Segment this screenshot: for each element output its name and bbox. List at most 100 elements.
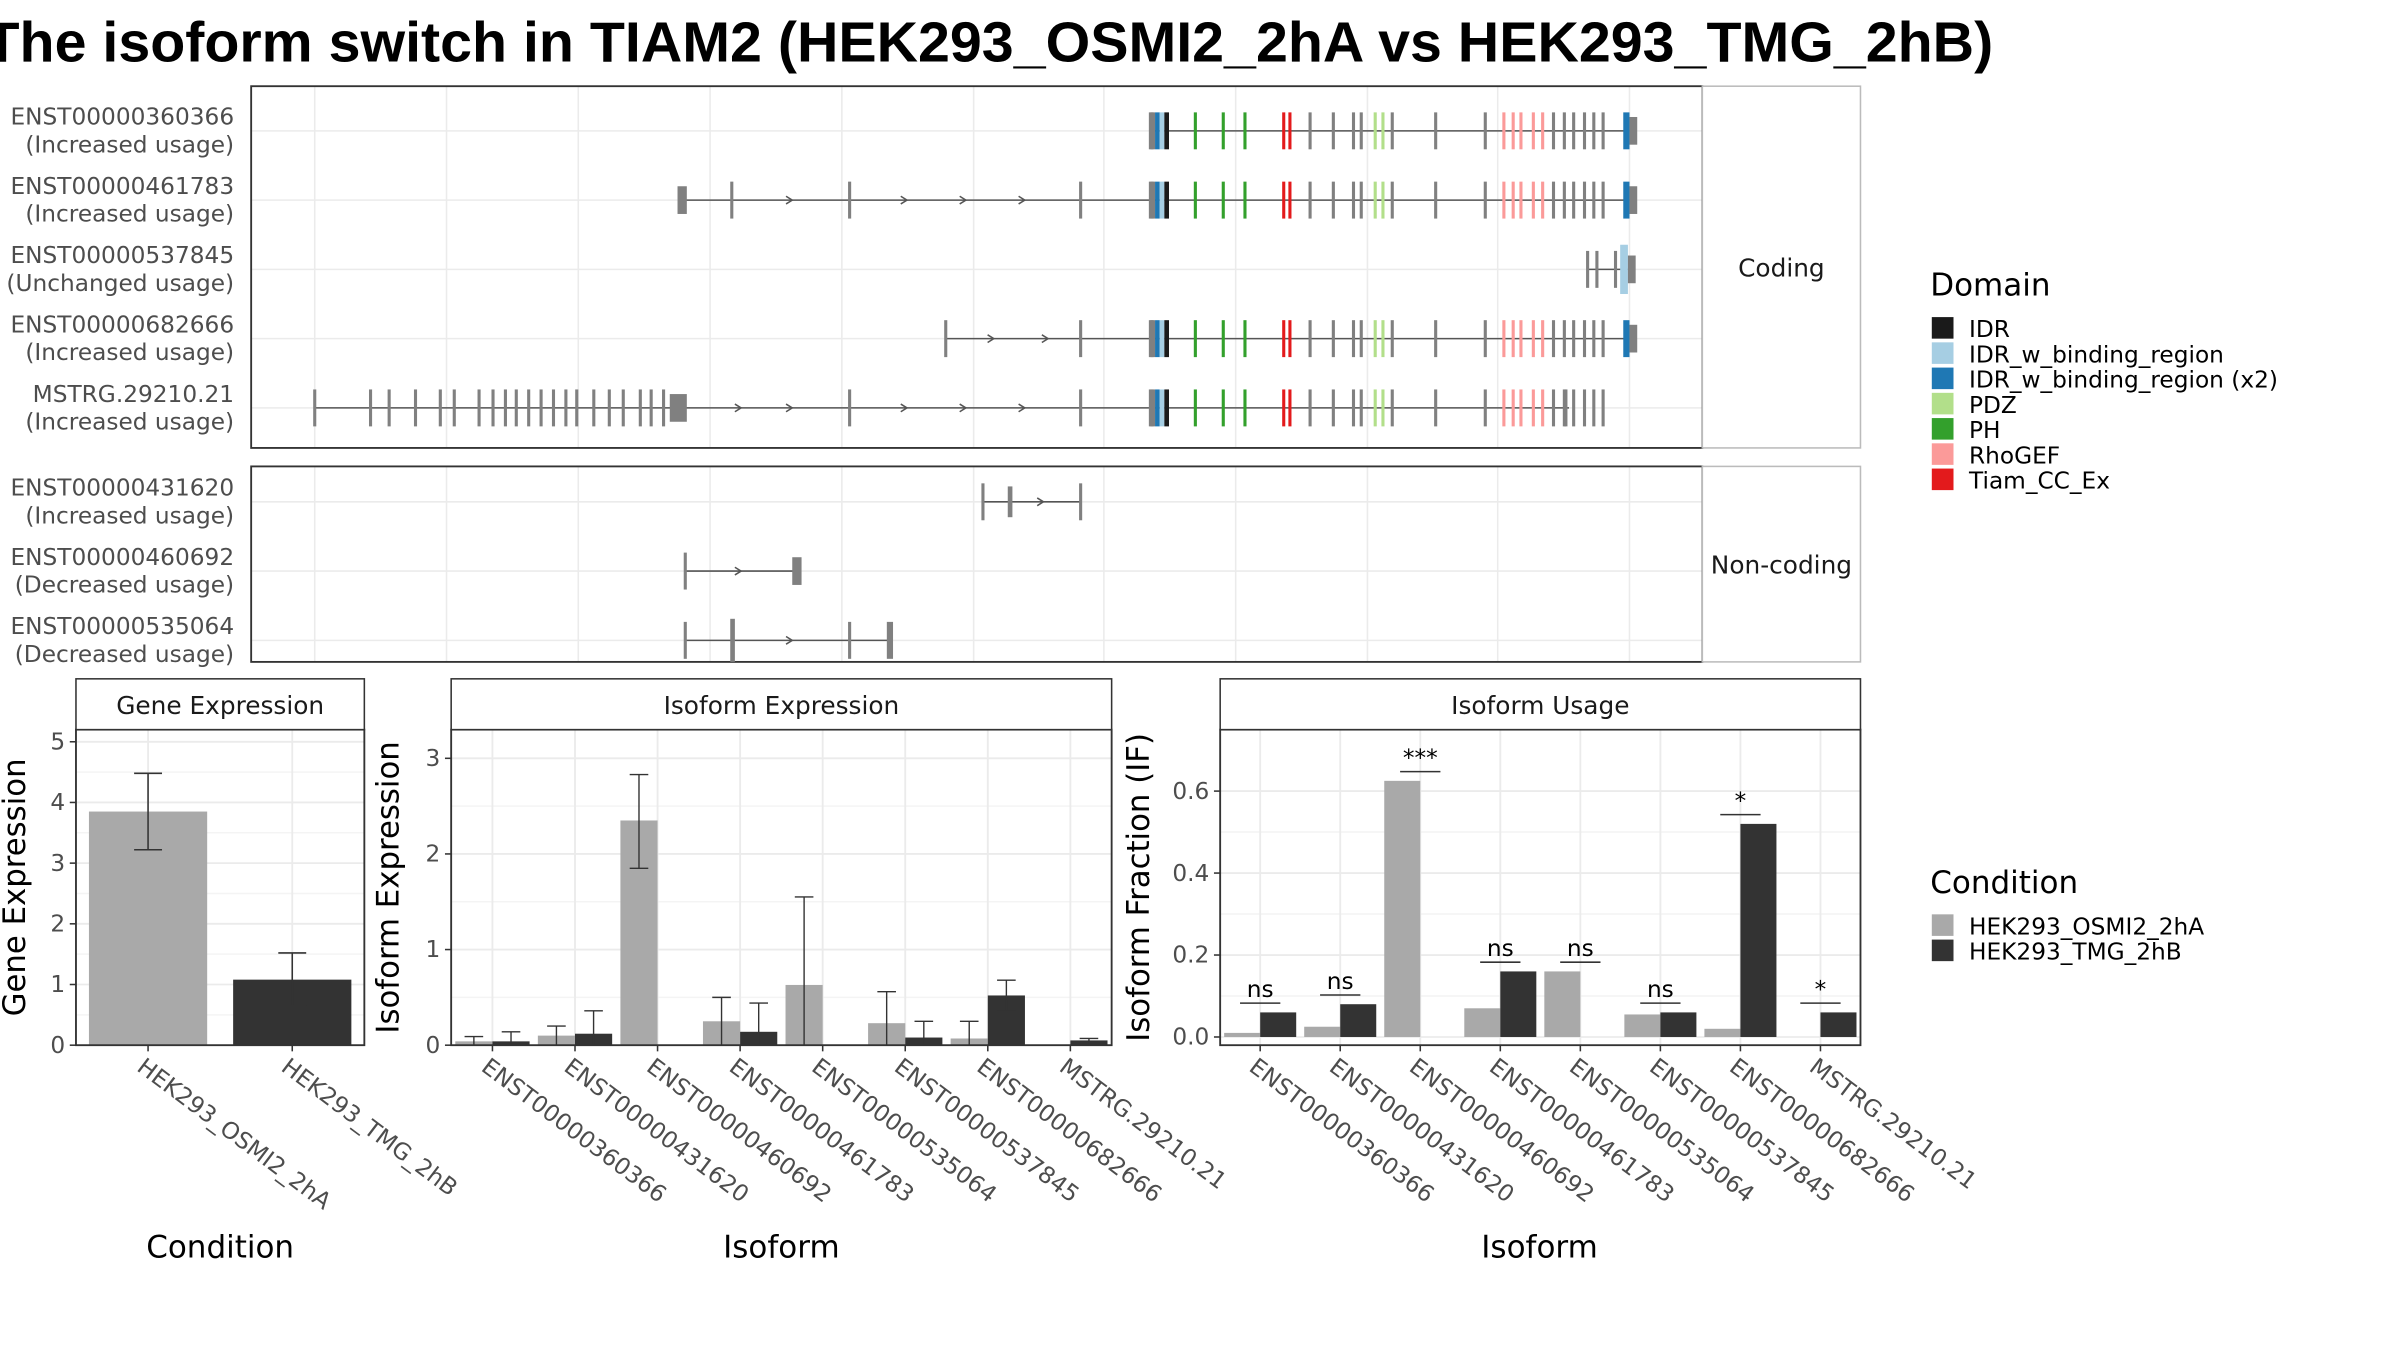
exon <box>1243 320 1247 358</box>
panel-background <box>251 466 1703 662</box>
exon <box>1502 112 1506 150</box>
exon <box>1390 389 1394 427</box>
bar <box>1820 1012 1857 1037</box>
exon <box>848 389 852 427</box>
significance-label: ns <box>1327 968 1354 995</box>
exon <box>413 389 418 427</box>
exon <box>1079 181 1083 219</box>
strand-arrow <box>959 403 968 413</box>
exon <box>1511 320 1515 358</box>
panel-title: Isoform Usage <box>1451 691 1629 720</box>
exon <box>1390 181 1394 219</box>
exon <box>1282 320 1286 358</box>
bar <box>1384 780 1421 1037</box>
exon <box>1221 320 1225 358</box>
exon <box>1434 320 1438 358</box>
expression-panels: 012345HEK293_OSMI2_2hAHEK293_TMG_2hBGene… <box>0 678 1982 1266</box>
exon <box>1483 112 1487 150</box>
exon <box>1193 389 1197 427</box>
strand-arrow <box>734 403 743 413</box>
domain-block <box>1164 389 1170 427</box>
y-tick-label: 1 <box>426 936 441 963</box>
panel-title: Isoform Expression <box>664 691 900 720</box>
structure-panel-1: ENST00000431620(Increased usage) ENST0000… <box>10 465 1862 668</box>
exon <box>1551 112 1556 150</box>
exon <box>1551 320 1556 358</box>
exon <box>981 483 985 521</box>
exon <box>1551 181 1556 219</box>
exon <box>1627 255 1636 284</box>
bar <box>1464 1008 1501 1037</box>
exon <box>669 394 687 422</box>
exon <box>1079 483 1083 521</box>
facet-strip <box>1701 465 1862 663</box>
y-tick-label: 0 <box>426 1032 441 1059</box>
exon <box>1502 389 1506 427</box>
significance-label: ns <box>1647 976 1674 1003</box>
strand-arrow <box>785 635 794 645</box>
exon <box>1582 320 1587 358</box>
exon <box>539 389 543 427</box>
exon <box>1582 181 1587 219</box>
exon <box>1381 181 1385 219</box>
exon <box>1629 324 1638 353</box>
bar <box>1260 1012 1297 1037</box>
exon <box>1193 320 1197 358</box>
y-tick-label: 0 <box>50 1032 65 1059</box>
exon <box>1623 320 1630 358</box>
exon <box>1373 181 1377 219</box>
domain-block <box>1164 112 1170 150</box>
exon <box>1390 320 1394 358</box>
significance-label: * <box>1815 976 1827 1003</box>
strand-arrow <box>1018 195 1027 205</box>
exon <box>1601 320 1605 358</box>
domain-legend-label: PDZ <box>1969 392 2017 419</box>
domain-legend-label: Tiam_CC_Ex <box>1968 468 2110 495</box>
domain-block <box>1620 244 1628 295</box>
exon <box>1148 320 1156 358</box>
y-tick-label: 3 <box>50 850 65 877</box>
transcript-id-label: ENST00000682666 <box>10 312 234 339</box>
exon <box>607 389 611 427</box>
transcript-usage-label: (Increased usage) <box>25 502 234 529</box>
domain-block <box>1159 112 1165 150</box>
domain-block <box>1155 181 1160 219</box>
exon <box>438 389 442 427</box>
domain-legend-key <box>1931 342 1954 364</box>
transcript-usage-label: (Increased usage) <box>25 201 234 228</box>
exon <box>1502 181 1506 219</box>
exon <box>503 389 507 427</box>
y-tick-label: 0.0 <box>1172 1024 1209 1051</box>
exon <box>1221 181 1225 219</box>
transcript-usage-label: (Unchanged usage) <box>6 270 234 297</box>
y-tick-label: 2 <box>426 841 441 868</box>
exon <box>1308 181 1312 219</box>
exon <box>1351 112 1356 150</box>
exon <box>1331 181 1335 219</box>
exon <box>1282 181 1286 219</box>
exon <box>527 389 531 427</box>
exon <box>649 389 653 427</box>
exon <box>1359 112 1363 150</box>
exon <box>1592 181 1596 219</box>
y-tick-label: 2 <box>50 911 65 938</box>
significance-label: ns <box>1487 935 1514 962</box>
exon <box>1282 389 1286 427</box>
exon <box>1511 112 1515 150</box>
exon <box>1601 112 1605 150</box>
y-tick-label: 5 <box>50 729 65 756</box>
exon <box>514 389 518 427</box>
exon <box>683 552 687 590</box>
exon <box>1531 320 1535 358</box>
exon <box>886 621 894 659</box>
exon <box>1381 112 1385 150</box>
exon <box>1193 181 1197 219</box>
exon <box>313 389 317 427</box>
exon <box>1331 320 1335 358</box>
facet-strip <box>1701 85 1862 449</box>
transcript-id-label: ENST00000360366 <box>10 104 234 131</box>
exon <box>1531 389 1535 427</box>
facet-strip-label: Coding <box>1738 253 1825 282</box>
strand-arrow <box>1041 334 1050 344</box>
condition-legend-label: HEK293_OSMI2_2hA <box>1969 913 2204 940</box>
